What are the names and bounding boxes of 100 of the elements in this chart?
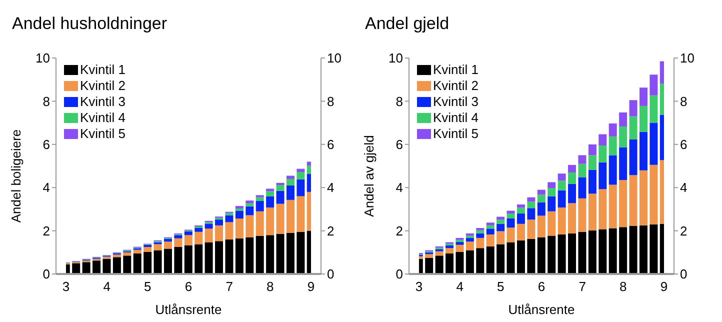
- bar: [425, 254, 434, 258]
- bar: [286, 176, 294, 179]
- bar: [527, 220, 536, 240]
- y2-tick-label: 8: [680, 94, 688, 109]
- bar: [174, 247, 182, 274]
- bar: [276, 185, 284, 191]
- bar: [194, 232, 203, 244]
- bar: [527, 202, 536, 208]
- bar: [568, 164, 576, 172]
- x-tick-label: 6: [184, 279, 192, 294]
- bar: [246, 200, 254, 204]
- bar: [639, 132, 648, 170]
- bar: [225, 222, 234, 240]
- bar: [286, 232, 294, 274]
- bar: [215, 225, 224, 242]
- bar: [296, 172, 305, 180]
- bar: [235, 218, 244, 238]
- legend-label: Kvintil 3: [80, 94, 126, 110]
- bar: [204, 242, 213, 274]
- bar: [164, 248, 172, 274]
- bar: [588, 144, 596, 156]
- bar: [276, 182, 284, 186]
- bar: [537, 190, 546, 195]
- y-tick-label: 6: [42, 137, 50, 152]
- bar: [578, 164, 586, 178]
- x-tick-label: 4: [103, 279, 110, 294]
- bar: [650, 95, 658, 123]
- bar: [225, 215, 234, 222]
- legend-label: Kvintil 2: [80, 78, 126, 94]
- legend-label: Kvintil 5: [80, 126, 126, 142]
- bar: [296, 232, 305, 274]
- bar: [496, 220, 505, 224]
- bar: [548, 182, 556, 188]
- y2-tick-label: 6: [680, 137, 688, 152]
- y2-tick-label: 2: [680, 223, 688, 238]
- bar: [548, 211, 556, 236]
- bar: [266, 235, 274, 274]
- bar: [435, 251, 444, 256]
- bar: [527, 208, 536, 220]
- bar: [619, 180, 628, 228]
- bar: [608, 123, 617, 136]
- bar: [496, 231, 505, 244]
- x-tick-label: 6: [538, 279, 546, 294]
- y-tick-label: 0: [396, 266, 403, 282]
- bar: [619, 147, 628, 180]
- y-tick-label: 10: [388, 50, 403, 66]
- bar: [215, 220, 224, 226]
- x-tick-label: 9: [660, 279, 668, 294]
- bar: [506, 210, 515, 214]
- bar: [639, 88, 648, 106]
- x-axis-title: Utlånsrente: [508, 302, 575, 317]
- legend-label: Kvintil 4: [80, 110, 126, 126]
- y-tick-label: 0: [42, 266, 50, 282]
- bar: [629, 139, 638, 176]
- bar: [256, 211, 264, 236]
- bar: [578, 232, 586, 274]
- bar: [598, 134, 607, 146]
- bar: [588, 230, 596, 274]
- y-tick-label: 8: [396, 94, 403, 109]
- bar: [568, 172, 576, 184]
- bar: [235, 238, 244, 274]
- bar: [456, 244, 464, 252]
- bar: [548, 236, 556, 274]
- bar: [184, 235, 192, 246]
- y-tick-label: 4: [396, 180, 403, 196]
- bar: [296, 179, 305, 196]
- bar: [435, 256, 444, 274]
- y-tick-label: 2: [396, 223, 403, 238]
- bar: [144, 252, 152, 274]
- bar: [296, 168, 305, 172]
- bar: [466, 242, 474, 250]
- bar: [558, 234, 566, 274]
- bar: [639, 225, 648, 274]
- bar: [276, 204, 284, 234]
- bar: [246, 203, 254, 206]
- bar: [456, 240, 464, 242]
- bar: [112, 254, 121, 258]
- bar: [506, 228, 515, 242]
- bar: [102, 258, 111, 274]
- bar: [506, 218, 515, 228]
- x-tick-label: 8: [266, 279, 274, 294]
- bar: [123, 252, 132, 256]
- bar: [568, 203, 576, 234]
- bar: [276, 190, 284, 204]
- bar: [608, 184, 617, 228]
- bar: [578, 198, 586, 232]
- bar: [537, 202, 546, 216]
- bar: [276, 234, 284, 274]
- bar: [174, 235, 182, 238]
- bar: [639, 106, 648, 132]
- bar: [466, 238, 474, 242]
- bar: [516, 208, 525, 214]
- bar: [184, 231, 192, 236]
- bar: [598, 145, 607, 162]
- x-tick-label: 3: [415, 279, 423, 294]
- chart-title: Andel gjeld: [364, 13, 450, 35]
- bar: [476, 230, 484, 234]
- bar: [446, 253, 454, 274]
- legend-label: Kvintil 5: [433, 126, 479, 142]
- y2-tick-label: 10: [680, 50, 694, 66]
